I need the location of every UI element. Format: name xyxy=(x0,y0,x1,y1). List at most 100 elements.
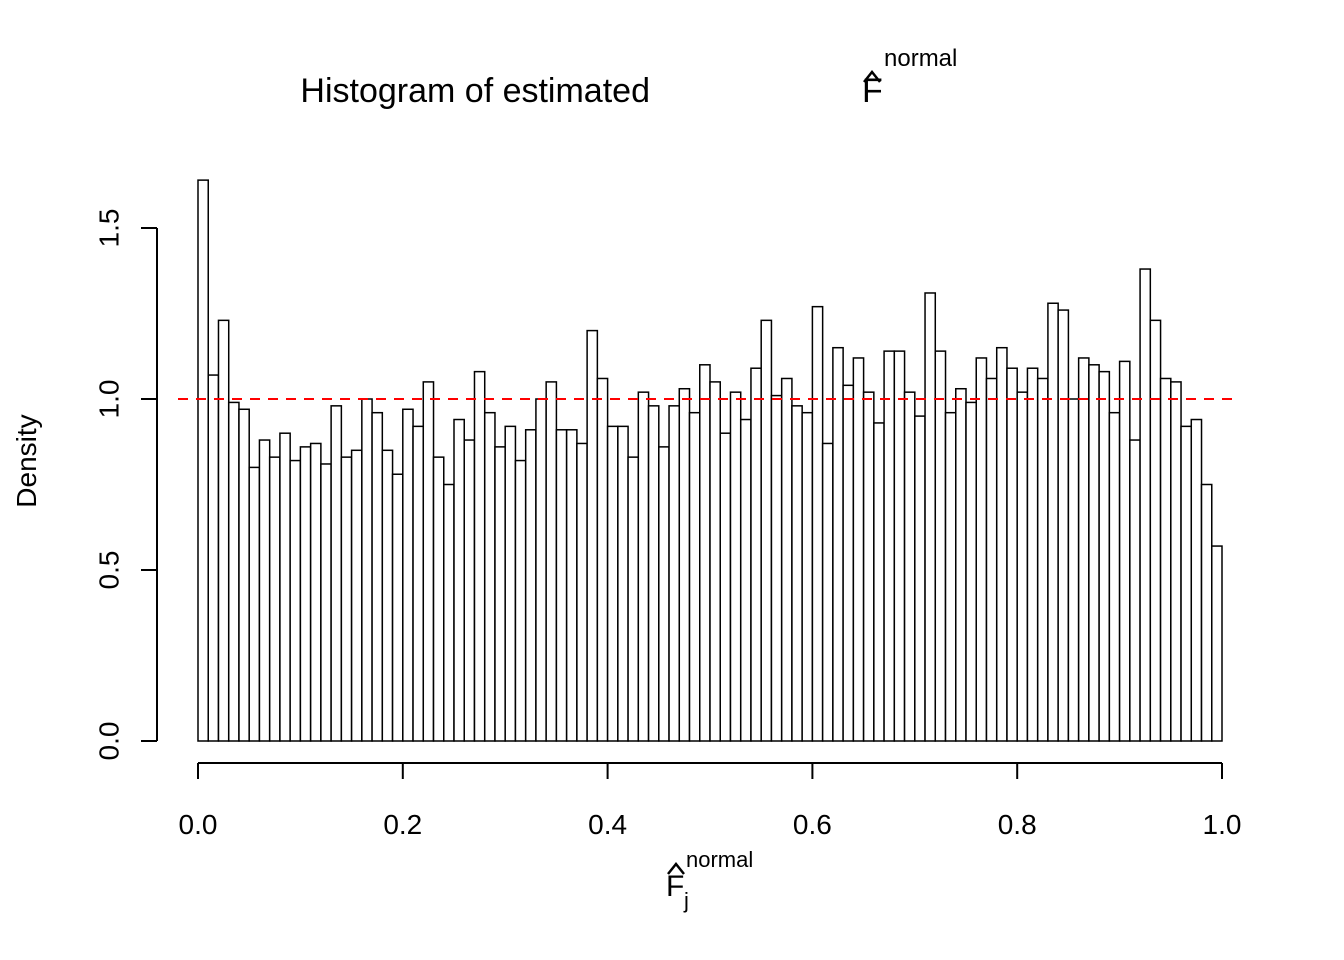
bar xyxy=(1190,418,1203,742)
bar xyxy=(1067,398,1080,742)
bar xyxy=(555,429,568,742)
bar xyxy=(1077,357,1090,742)
x-tick-label: 0.4 xyxy=(588,809,627,840)
bar xyxy=(627,456,640,742)
bar xyxy=(975,357,988,742)
bar xyxy=(985,377,998,742)
bar xyxy=(483,411,496,742)
y-tick-label: 1.5 xyxy=(93,209,124,248)
bar xyxy=(463,439,476,742)
bar xyxy=(1108,411,1121,742)
hat xyxy=(667,861,685,875)
bar xyxy=(514,459,527,742)
bar xyxy=(760,319,773,742)
bar xyxy=(1088,364,1100,742)
bar xyxy=(1026,367,1039,742)
x-tick-label: 0.2 xyxy=(383,809,422,840)
bar xyxy=(391,473,404,742)
bar xyxy=(1057,309,1070,742)
bar xyxy=(596,377,609,742)
bar xyxy=(617,425,629,742)
bar xyxy=(586,329,599,742)
bar xyxy=(873,422,885,742)
bar xyxy=(412,425,425,742)
bar xyxy=(576,442,588,742)
bar xyxy=(227,401,240,742)
bar xyxy=(248,466,261,742)
bar xyxy=(453,418,465,742)
bar xyxy=(1170,381,1182,742)
bar xyxy=(688,411,701,742)
bar xyxy=(739,418,752,742)
chart-title: Histogram of estimated xyxy=(300,72,650,110)
bar xyxy=(504,425,517,742)
bar xyxy=(1006,367,1018,742)
bar xyxy=(309,442,322,742)
bar xyxy=(422,381,435,742)
x-tick-label: 1.0 xyxy=(1203,809,1242,840)
bar xyxy=(914,415,926,742)
bar xyxy=(1139,268,1152,742)
bar xyxy=(1129,439,1141,742)
bar xyxy=(279,432,291,742)
bar xyxy=(893,350,906,742)
bar xyxy=(494,446,506,742)
bar xyxy=(729,391,742,742)
bar xyxy=(934,350,947,742)
bar xyxy=(658,446,670,742)
bar xyxy=(842,384,855,742)
bar xyxy=(924,292,937,742)
bar xyxy=(750,367,762,742)
bar xyxy=(268,456,281,742)
bar xyxy=(217,319,230,742)
bar xyxy=(197,179,209,742)
x-axis-superscript: normal xyxy=(686,847,753,872)
bar xyxy=(965,401,977,742)
bar xyxy=(1036,377,1049,742)
bar xyxy=(780,377,793,742)
bar xyxy=(719,432,732,742)
bar xyxy=(811,305,824,742)
bar xyxy=(565,429,578,742)
y-tick-label: 1.0 xyxy=(93,380,124,419)
bar xyxy=(821,442,834,742)
bar xyxy=(340,456,353,742)
bar xyxy=(944,411,957,742)
bar xyxy=(545,381,558,742)
bar xyxy=(1047,302,1059,742)
hat xyxy=(863,69,881,83)
bar xyxy=(432,456,445,742)
bar xyxy=(1118,360,1131,742)
bar xyxy=(443,483,455,742)
bar xyxy=(381,449,394,742)
bar xyxy=(535,398,547,742)
y-tick-label: 0.5 xyxy=(93,551,124,590)
bar xyxy=(995,346,1008,742)
bar xyxy=(852,357,865,742)
bar xyxy=(1016,391,1029,742)
bar xyxy=(207,374,220,742)
bar xyxy=(637,391,650,742)
bar xyxy=(238,408,250,742)
x-tick-label: 0.6 xyxy=(793,809,832,840)
bar xyxy=(361,398,373,742)
bar xyxy=(289,459,302,742)
x-tick-label: 0.0 xyxy=(179,809,218,840)
bar xyxy=(883,350,896,742)
bar xyxy=(524,429,537,742)
title-symbol: F xyxy=(862,72,883,110)
bar xyxy=(1098,370,1111,742)
x-axis-subscript: j xyxy=(683,888,689,913)
bar xyxy=(678,387,691,742)
bar xyxy=(473,370,486,742)
bar xyxy=(299,446,312,742)
bar xyxy=(668,405,681,742)
bar xyxy=(791,405,803,742)
bar xyxy=(801,411,814,742)
bar xyxy=(903,391,916,742)
bar xyxy=(647,405,660,742)
bar xyxy=(1180,425,1193,742)
bar xyxy=(699,364,711,742)
bar xyxy=(320,463,332,742)
